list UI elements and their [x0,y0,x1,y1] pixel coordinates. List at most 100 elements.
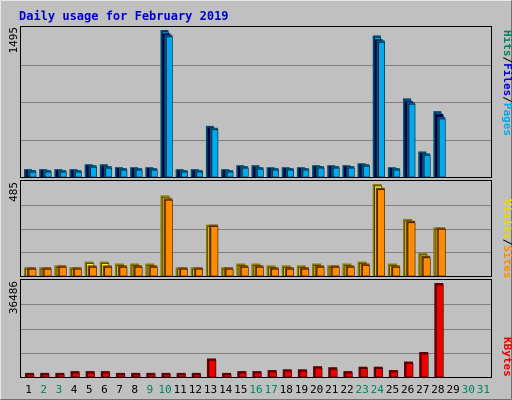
panel-kbytes-max-label: 36486 [7,281,20,314]
bar-face [408,104,416,178]
bar-kbytes-day-14 [222,372,232,378]
bar-face [165,199,173,277]
bar-pages-day-1 [28,170,37,178]
bar-face [362,265,370,277]
bar-face [345,372,353,378]
bar-face [390,371,399,378]
bar-kbytes-day-15 [237,371,247,378]
bar-pages-day-24 [376,40,385,178]
bar-pages-day-11 [179,170,188,178]
bar-sites-day-6 [102,265,113,277]
bar-sites-day-17 [269,267,279,277]
bar-face [256,267,264,277]
x-tick-label-day-15: 15 [234,383,247,396]
bar-pages-day-27 [422,153,431,178]
panel-visits-max-label: 485 [7,182,20,202]
legend-hits-panel: Hits/Files/Pages [501,30,512,136]
bar-sites-day-11 [178,267,188,277]
legend-sep-1: / [501,57,512,64]
bar-sites-day-27 [421,255,431,277]
legend-kbytes: KBytes [501,337,512,377]
bar-face [436,284,444,378]
x-tick-label-day-3: 3 [56,383,63,396]
bars [24,30,446,378]
x-tick-label-day-12: 12 [189,383,202,396]
bar-face [363,165,370,178]
bar-face [41,374,50,378]
bar-face [89,267,97,277]
legend-sites: Sites [501,245,512,278]
x-tick-label-day-20: 20 [310,383,323,396]
bar-face [195,269,204,277]
bar-pages-day-10 [164,34,173,178]
bar-sites-day-10 [163,198,173,277]
bar-sites-day-12 [193,267,204,277]
bar-face [120,169,128,178]
x-tick-label-day-18: 18 [280,383,293,396]
bar-kbytes-day-28 [434,283,444,378]
bar-face [74,269,82,277]
bar-face [226,171,234,178]
bar-face [135,169,143,178]
bar-pages-day-14 [225,170,234,178]
bar-kbytes-day-7 [115,372,126,378]
bar-sites-day-9 [148,265,158,277]
bar-sites-day-16 [254,265,264,277]
bar-face [287,169,294,178]
bar-sites-day-26 [406,220,416,277]
bar-kbytes-day-19 [297,369,308,378]
bar-kbytes-day-17 [267,370,277,378]
bar-face [284,371,292,378]
bar-kbytes-day-18 [282,369,292,378]
x-tick-label-day-6: 6 [101,383,108,396]
bar-pages-day-7 [118,168,128,178]
chart-title: Daily usage for February 2019 [19,9,229,23]
bar-kbytes-day-10 [161,372,171,378]
bar-kbytes-day-26 [404,361,414,378]
x-tick-label-day-8: 8 [131,383,138,396]
panel-hits-frame [20,26,492,178]
bar-pages-day-15 [240,166,249,178]
bar-pages-day-8 [134,168,143,178]
x-tick-label-day-7: 7 [116,383,123,396]
bar-sites-day-25 [390,265,401,277]
bar-face [242,167,249,178]
panel-hits-max-label: 1495 [7,27,20,54]
bar-face [272,169,279,178]
x-tick-label-day-19: 19 [295,383,308,396]
bar-pages-day-20 [316,166,325,178]
bar-face [43,269,52,277]
bar-face [180,269,188,277]
bar-face [134,267,143,277]
legend-visits-panel: Visits/Sites [501,199,512,279]
bar-kbytes-day-20 [313,366,323,378]
legend-hits: Hits [501,30,512,57]
bar-face [393,169,401,178]
bar-face [225,269,234,277]
bar-kbytes-day-4 [70,371,80,378]
bar-face [422,257,431,277]
bar-pages-day-2 [43,170,52,178]
bar-pages-day-28 [437,117,446,178]
x-tick-label-day-25: 25 [386,383,399,396]
bar-sites-day-2 [42,267,52,277]
x-tick-label-day-31: 31 [477,383,490,396]
bar-face [178,374,186,378]
bar-pages-day-12 [194,170,204,178]
x-tick-label-day-29: 29 [446,383,459,396]
bar-kbytes-day-9 [146,372,156,378]
legend-sep-3: / [501,239,512,246]
bar-face [105,167,113,178]
x-tick-label-day-9: 9 [147,383,154,396]
bar-face [438,229,446,277]
bar-face [29,171,37,178]
bar-face [102,372,111,378]
bar-kbytes-day-5 [85,371,95,378]
bar-pages-day-21 [331,166,340,178]
bar-face [329,368,338,378]
bar-face [239,372,247,378]
bar-face [26,374,35,378]
bar-pages-day-3 [58,170,67,178]
bar-face [347,267,355,277]
